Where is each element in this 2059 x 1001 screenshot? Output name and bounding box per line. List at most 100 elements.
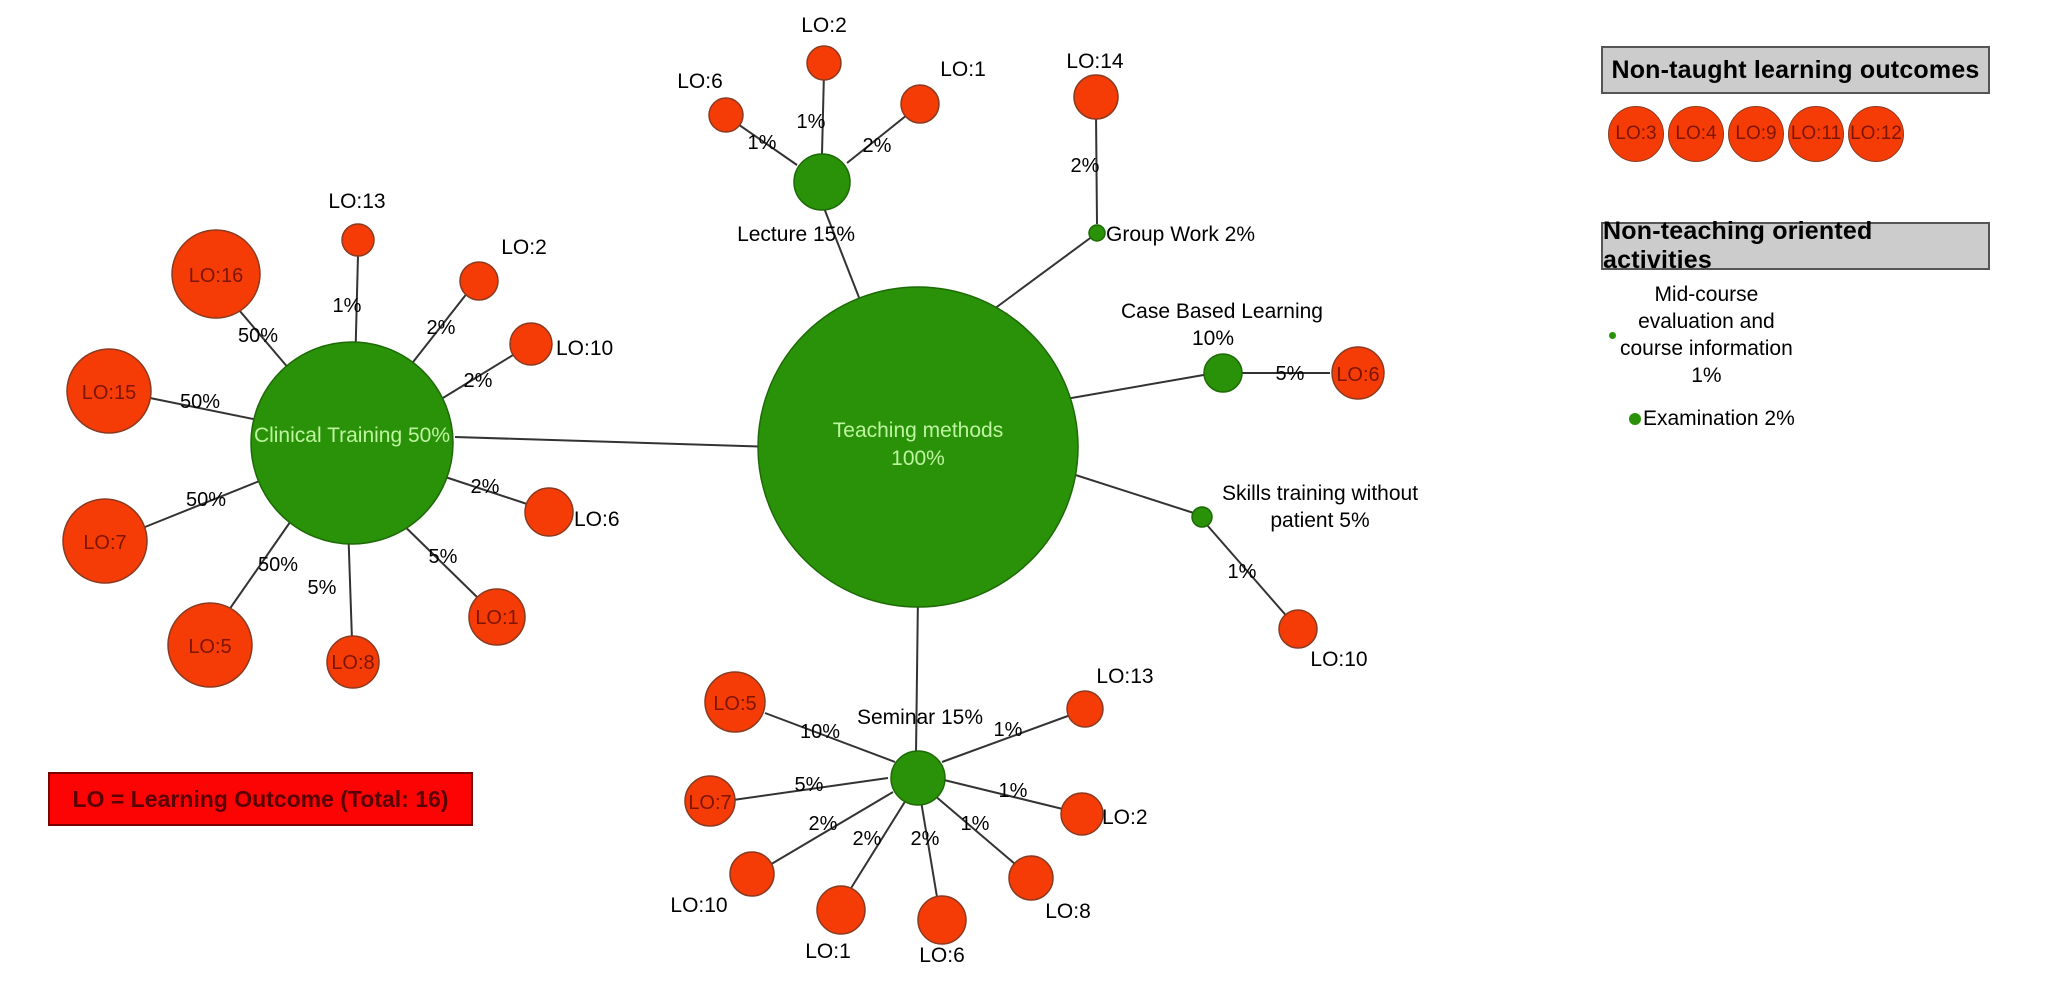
edge-weight: 1% [1228, 561, 1257, 583]
leaf-clinical-lo10[interactable]: LO:10 2% [464, 322, 614, 392]
edge-weight: 1% [333, 295, 362, 317]
node-skills-training-circle[interactable] [1191, 506, 1213, 528]
leaf-clinical-lo5[interactable]: LO:5 50% [167, 554, 298, 688]
leaf-label: LO:1 [475, 607, 518, 629]
legend-lo-chip[interactable]: LO:4 [1668, 106, 1724, 162]
leaf-circle[interactable] [341, 223, 375, 257]
leaf-label: LO:16 [189, 265, 243, 287]
leaf-lecture-lo6[interactable]: LO:6 1% [677, 70, 776, 154]
edge-weight: 2% [911, 828, 940, 850]
legend-lo-chip[interactable]: LO:11 [1788, 106, 1844, 162]
node-group-work[interactable]: Group Work 2% [1088, 223, 1255, 246]
edge-weight: 2% [1071, 155, 1100, 177]
node-skills-training-label-line2: patient 5% [1270, 509, 1369, 532]
leaf-circle[interactable] [524, 487, 574, 537]
leaf-circle[interactable] [704, 671, 766, 733]
leaf-seminar-lo2[interactable]: LO:2 1% [999, 780, 1148, 836]
leaf-circle[interactable] [1331, 346, 1385, 400]
leaf-seminar-lo7[interactable]: LO:7 5% [684, 774, 824, 827]
leaf-seminar-lo5[interactable]: LO:5 10% [704, 671, 840, 743]
edge-weight: 5% [429, 546, 458, 568]
edge-weight: 1% [797, 111, 826, 133]
leaf-label: LO:6 [1336, 364, 1379, 386]
edge-weight: 1% [994, 719, 1023, 741]
edge-root-clinical [454, 436, 776, 448]
node-clinical-training[interactable]: Clinical Training 50% [250, 341, 454, 545]
leaf-clinical-lo7[interactable]: LO:7 50% [62, 489, 226, 584]
edge-clinical-lo5 [221, 514, 296, 621]
leaf-clinical-lo2[interactable]: LO:2 2% [427, 236, 547, 339]
leaf-seminar-lo1[interactable]: LO:1 2% [805, 828, 881, 963]
leaf-circle[interactable] [1066, 690, 1104, 728]
leaf-clinical-lo8[interactable]: LO:8 5% [308, 577, 380, 689]
node-lecture[interactable]: Lecture 15% [737, 153, 855, 246]
legend-lo-chip[interactable]: LO:9 [1728, 106, 1784, 162]
leaf-seminar-lo10[interactable]: LO:10 2% [670, 813, 837, 917]
leaf-seminar-lo8[interactable]: LO:8 1% [961, 813, 1091, 923]
leaf-circle[interactable] [1278, 609, 1318, 649]
node-lecture-circle[interactable] [793, 153, 851, 211]
edge-lecture-lo6 [731, 119, 798, 166]
leaf-lecture-lo1[interactable]: LO:1 2% [863, 58, 986, 157]
leaf-circle[interactable] [1008, 855, 1054, 901]
edge-seminar-lo10 [767, 791, 894, 867]
leaf-circle[interactable] [509, 322, 553, 366]
leaf-seminar-lo6[interactable]: LO:6 2% [911, 828, 967, 967]
leaf-circle[interactable] [171, 229, 261, 319]
edge-seminar-lo8 [933, 794, 1023, 871]
leaf-clinical-lo1[interactable]: LO:1 5% [429, 546, 526, 646]
leaf-circle[interactable] [900, 84, 940, 124]
leaf-circle[interactable] [806, 45, 842, 81]
leaf-label: LO:6 [677, 70, 723, 93]
leaf-lecture-lo2[interactable]: LO:2 1% [797, 14, 847, 133]
edge-weight: 1% [999, 780, 1028, 802]
edge-skills-lo10 [1206, 524, 1291, 621]
leaf-circle[interactable] [729, 851, 775, 897]
legend-nonteaching-item-label: Examination 2% [1643, 407, 1795, 430]
legend-nonteaching-item-examination[interactable]: Examination 2% [1629, 406, 1795, 433]
leaf-circle[interactable] [167, 602, 253, 688]
leaf-clinical-lo15[interactable]: LO:15 50% [66, 348, 220, 434]
node-seminar[interactable]: Seminar 15% [857, 706, 983, 806]
leaf-circle[interactable] [66, 348, 152, 434]
leaf-clinical-lo13[interactable]: LO:13 1% [328, 190, 385, 317]
legend-lo-chip[interactable]: LO:3 [1608, 106, 1664, 162]
leaf-circle[interactable] [684, 775, 736, 827]
green-dot-icon [1609, 332, 1616, 340]
node-seminar-circle[interactable] [890, 750, 946, 806]
leaf-circle[interactable] [708, 97, 744, 133]
leaf-cbl-lo6[interactable]: LO:6 5% [1276, 346, 1385, 400]
leaf-clinical-lo16[interactable]: LO:16 50% [171, 229, 278, 347]
leaf-circle[interactable] [468, 588, 526, 646]
node-case-based-learning-circle[interactable] [1203, 353, 1243, 393]
node-teaching-methods-circle[interactable] [757, 286, 1079, 608]
leaf-circle[interactable] [326, 635, 380, 689]
legend-nonteaching-header: Non-teaching oriented activities [1601, 217, 1990, 274]
leaf-label: LO:14 [1066, 50, 1124, 73]
legend-lo-chip[interactable]: LO:12 [1848, 106, 1904, 162]
leaf-circle[interactable] [459, 261, 499, 301]
leaf-groupwork-lo14[interactable]: LO:14 2% [1066, 50, 1124, 177]
edge-seminar-lo1 [847, 799, 907, 894]
leaf-circle[interactable] [917, 895, 967, 945]
edge-seminar-lo13 [941, 712, 1077, 763]
leaf-label: LO:13 [1096, 665, 1153, 688]
leaf-circle[interactable] [816, 885, 866, 935]
node-case-based-learning[interactable]: Case Based Learning 10% [1121, 300, 1323, 393]
node-teaching-methods[interactable]: Teaching methods 100% [757, 286, 1079, 608]
node-group-work-label: Group Work 2% [1106, 223, 1255, 246]
edge-weight: 50% [258, 554, 298, 576]
edge-seminar-lo7 [732, 777, 889, 801]
leaf-clinical-lo6[interactable]: LO:6 2% [471, 476, 620, 537]
leaf-circle[interactable] [62, 498, 148, 584]
node-clinical-training-circle[interactable] [250, 341, 454, 545]
node-skills-training[interactable]: Skills training without patient 5% [1191, 482, 1418, 532]
legend-nonteaching-item-midcourse[interactable]: Mid-course evaluation and course informa… [1609, 282, 1793, 390]
edge-weight: 2% [863, 135, 892, 157]
leaf-circle[interactable] [1073, 74, 1119, 120]
edge-weight: 1% [961, 813, 990, 835]
leaf-seminar-lo13[interactable]: LO:13 1% [994, 665, 1154, 741]
node-group-work-circle[interactable] [1088, 224, 1106, 242]
leaf-skills-lo10[interactable]: LO:10 1% [1228, 561, 1368, 671]
leaf-circle[interactable] [1060, 792, 1104, 836]
